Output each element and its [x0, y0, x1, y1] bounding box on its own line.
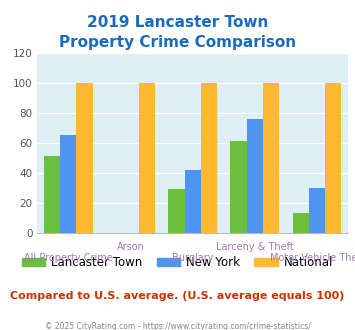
Text: Motor Vehicle Theft: Motor Vehicle Theft [269, 253, 355, 263]
Bar [168, 189, 185, 233]
Text: Larceny & Theft: Larceny & Theft [216, 242, 294, 251]
Bar [230, 141, 247, 233]
Text: Burglary: Burglary [172, 253, 213, 263]
Bar [247, 119, 263, 233]
Bar [293, 213, 309, 233]
Bar [60, 135, 76, 233]
Text: © 2025 CityRating.com - https://www.cityrating.com/crime-statistics/: © 2025 CityRating.com - https://www.city… [45, 322, 310, 330]
Bar [309, 188, 325, 233]
Bar [263, 83, 279, 233]
Text: All Property Crime: All Property Crime [24, 253, 113, 263]
Text: 2019 Lancaster Town: 2019 Lancaster Town [87, 15, 268, 30]
Bar [76, 83, 93, 233]
Text: Property Crime Comparison: Property Crime Comparison [59, 35, 296, 50]
Bar [185, 170, 201, 233]
Bar [44, 156, 60, 233]
Text: Arson: Arson [116, 242, 144, 251]
Text: Compared to U.S. average. (U.S. average equals 100): Compared to U.S. average. (U.S. average … [10, 291, 345, 301]
Bar [325, 83, 341, 233]
Bar [201, 83, 217, 233]
Bar [138, 83, 155, 233]
Legend: Lancaster Town, New York, National: Lancaster Town, New York, National [17, 251, 338, 274]
